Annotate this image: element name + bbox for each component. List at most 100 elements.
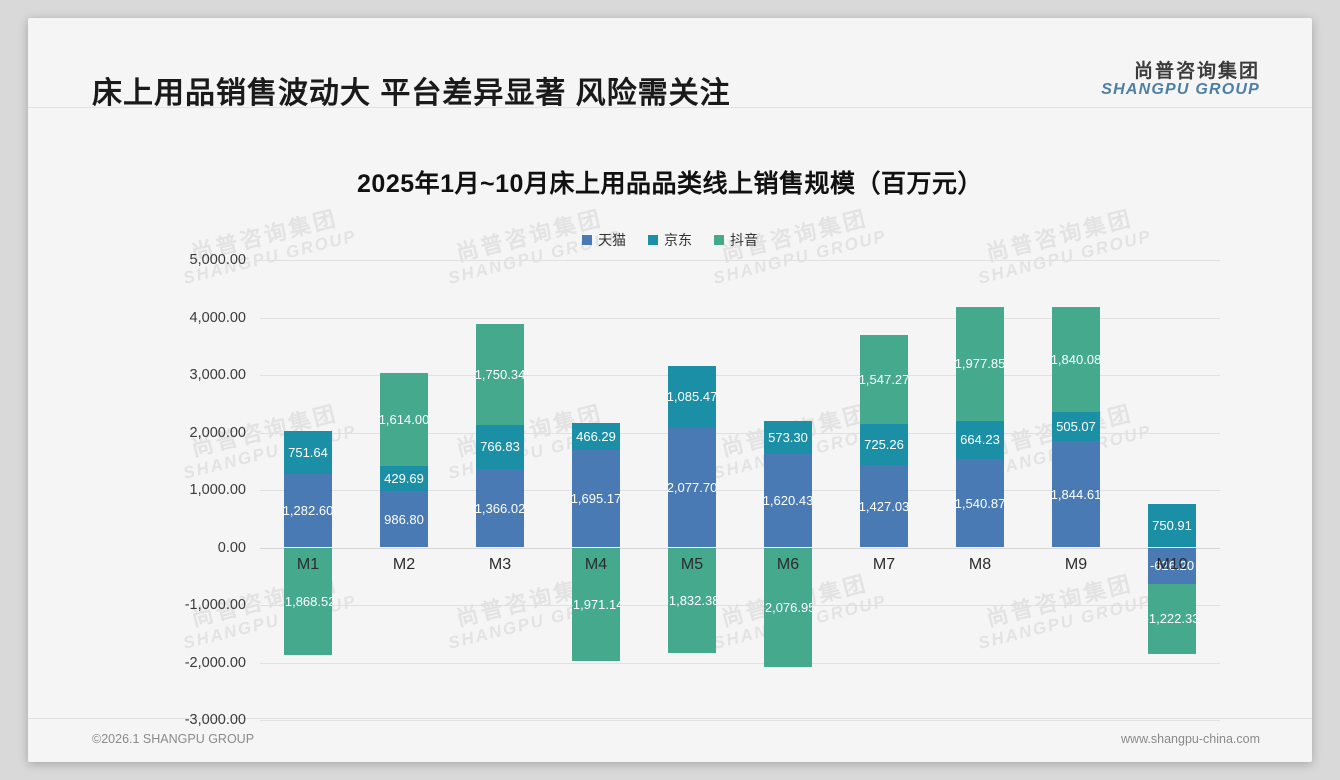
bar-value-label: 1,620.43 <box>764 493 812 509</box>
bar-value-label: 2,077.70 <box>668 480 716 496</box>
bar-value-label: 725.26 <box>864 437 904 453</box>
x-axis-label-M5: M5 <box>680 555 704 573</box>
bar-segment-京东[interactable]: 664.23 <box>956 420 1004 459</box>
x-axis-label-M1: M1 <box>296 555 320 573</box>
bar-group-M9[interactable]: 1,844.61 505.07 1,840.08 M9 <box>1028 260 1124 720</box>
slide: 床上用品销售波动大 平台差异显著 风险需关注 尚普咨询集团 SHANGPU GR… <box>28 18 1312 762</box>
bar-segment-京东[interactable]: 573.30 <box>764 421 812 455</box>
bar-group-M2[interactable]: 986.80 429.69 1,614.00 M2 <box>356 260 452 720</box>
bar-series-layer: 1,282.60 751.64 -1,868.52 M1 986.80 429.69 1,6… <box>260 260 1220 720</box>
bar-value-label: 1,366.02 <box>476 500 524 516</box>
gridline: -3,000.00 <box>185 712 1220 728</box>
bar-value-label: 1,547.27 <box>860 371 908 387</box>
gridline: 1,000.00 <box>190 482 1220 498</box>
bar-segment-京东[interactable]: 750.91 <box>1148 504 1196 548</box>
bar-segment-抖音[interactable]: 1,977.85 <box>956 306 1004 421</box>
copyright-text: ©2026.1 SHANGPU GROUP <box>92 732 255 746</box>
bar-segment-京东[interactable]: 505.07 <box>1052 412 1100 442</box>
y-axis-tick-label: -2,000.00 <box>184 654 246 671</box>
chart-legend: 天猫 京东 抖音 <box>28 230 1312 250</box>
bar-value-label: 766.83 <box>480 439 520 455</box>
bar-segment-抖音[interactable]: -1,222.33 <box>1148 583 1196 654</box>
bar-segment-抖音[interactable]: -1,868.52 <box>284 547 332 655</box>
bar-value-label: 1,085.47 <box>668 389 716 405</box>
x-axis-label-M3: M3 <box>488 555 512 573</box>
bar-segment-京东[interactable]: 466.29 <box>572 423 620 450</box>
bar-segment-天猫[interactable]: 1,366.02 <box>476 468 524 548</box>
bar-value-label: 505.07 <box>1056 419 1096 435</box>
gridline: 3,000.00 <box>190 367 1220 383</box>
bar-segment-天猫[interactable]: 1,620.43 <box>764 454 812 548</box>
bar-value-label: 1,977.85 <box>956 356 1004 372</box>
bar-value-label: 1,695.17 <box>572 491 620 507</box>
bar-segment-抖音[interactable]: -1,832.38 <box>668 547 716 653</box>
gridline: -1,000.00 <box>185 597 1220 613</box>
bar-segment-抖音[interactable]: -2,076.95 <box>764 547 812 667</box>
bar-segment-京东[interactable]: 766.83 <box>476 424 524 469</box>
bar-value-label: 986.80 <box>384 511 424 527</box>
x-axis-label-M8: M8 <box>968 555 992 573</box>
bar-segment-京东[interactable]: 725.26 <box>860 423 908 466</box>
bar-value-label: -2,076.95 <box>764 599 812 615</box>
bar-segment-京东[interactable]: 1,085.47 <box>668 365 716 429</box>
bar-segment-抖音[interactable]: -1,971.14 <box>572 547 620 661</box>
y-axis-tick-label: -1,000.00 <box>184 597 246 613</box>
bar-segment-天猫[interactable]: 2,077.70 <box>668 428 716 548</box>
y-axis-tick-label: 4,000.00 <box>189 309 246 326</box>
bar-segment-天猫[interactable]: -626.20 <box>1148 547 1196 584</box>
bar-segment-天猫[interactable]: 1,695.17 <box>572 450 620 548</box>
bar-group-M10[interactable]: -626.20 750.91 -1,222.33 M10 <box>1124 260 1220 720</box>
bar-group-M4[interactable]: 1,695.17 466.29 -1,971.14 M4 <box>548 260 644 720</box>
x-axis-label-M10: M10 <box>1156 555 1188 573</box>
bar-value-label: -1,971.14 <box>572 596 620 612</box>
bar-segment-天猫[interactable]: 1,282.60 <box>284 473 332 548</box>
gridline: 4,000.00 <box>190 310 1220 326</box>
bar-segment-抖音[interactable]: 1,614.00 <box>380 373 428 467</box>
bar-group-M5[interactable]: 2,077.70 1,085.47 -1,832.38 M5 <box>644 260 740 720</box>
bar-segment-京东[interactable]: 429.69 <box>380 466 428 491</box>
legend-item-京东[interactable]: 京东 <box>648 230 692 250</box>
y-axis-tick-label: 1,000.00 <box>189 482 246 498</box>
bar-group-M3[interactable]: 1,366.02 766.83 1,750.34 M3 <box>452 260 548 720</box>
company-logo: 尚普咨询集团 SHANGPU GROUP <box>1101 62 1260 99</box>
bar-segment-天猫[interactable]: 1,844.61 <box>1052 441 1100 548</box>
bar-value-label: -1,222.33 <box>1148 611 1196 627</box>
website-link[interactable]: www.shangpu-china.com <box>1121 732 1260 746</box>
logo-chinese-text: 尚普咨询集团 <box>1133 61 1260 82</box>
legend-swatch-icon <box>648 235 658 245</box>
bar-segment-抖音[interactable]: 1,840.08 <box>1052 306 1100 413</box>
bar-value-label: 751.64 <box>288 444 328 460</box>
gridline: 0.00 <box>218 540 1220 556</box>
bar-value-label: -1,868.52 <box>284 593 332 609</box>
gridline: 5,000.00 <box>190 252 1220 268</box>
bar-group-M7[interactable]: 1,427.03 725.26 1,547.27 M7 <box>836 260 932 720</box>
x-axis-label-M9: M9 <box>1064 555 1088 573</box>
bar-segment-天猫[interactable]: 1,427.03 <box>860 465 908 548</box>
y-axis-tick-label: 0.00 <box>217 539 246 556</box>
legend-swatch-icon <box>582 235 592 245</box>
bar-value-label: 1,540.87 <box>956 495 1004 511</box>
bar-segment-抖音[interactable]: 1,547.27 <box>860 334 908 424</box>
bar-segment-抖音[interactable]: 1,750.34 <box>476 324 524 425</box>
gridline: 2,000.00 <box>190 425 1220 441</box>
legend-swatch-icon <box>714 235 724 245</box>
x-axis-label-M4: M4 <box>584 555 608 573</box>
bar-value-label: -626.20 <box>1149 558 1195 573</box>
y-axis-tick-label: 5,000.00 <box>189 252 246 268</box>
bar-segment-京东[interactable]: 751.64 <box>284 430 332 474</box>
bar-segment-天猫[interactable]: 986.80 <box>380 490 428 548</box>
bar-group-M6[interactable]: 1,620.43 573.30 -2,076.95 M6 <box>740 260 836 720</box>
bar-segment-天猫[interactable]: 1,540.87 <box>956 458 1004 548</box>
bar-group-M8[interactable]: 1,540.87 664.23 1,977.85 M8 <box>932 260 1028 720</box>
legend-item-天猫[interactable]: 天猫 <box>582 230 626 250</box>
bar-value-label: 1,282.60 <box>284 503 332 519</box>
bar-value-label: -1,832.38 <box>668 592 716 608</box>
bar-value-label: 750.91 <box>1152 518 1192 534</box>
slide-footer: ©2026.1 SHANGPU GROUP www.shangpu-china.… <box>28 718 1312 762</box>
bar-value-label: 1,427.03 <box>860 498 908 514</box>
page-title: 床上用品销售波动大 平台差异显著 风险需关注 <box>92 77 731 110</box>
bar-group-M1[interactable]: 1,282.60 751.64 -1,868.52 M1 <box>260 260 356 720</box>
bar-value-label: 1,844.61 <box>1052 486 1100 502</box>
bar-value-label: 466.29 <box>576 429 616 445</box>
legend-item-抖音[interactable]: 抖音 <box>714 230 758 250</box>
